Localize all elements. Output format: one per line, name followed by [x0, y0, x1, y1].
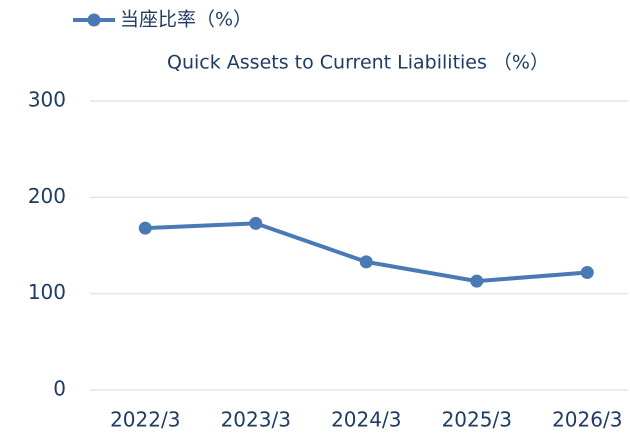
point: [470, 274, 484, 288]
series-line: [145, 221, 588, 284]
x-tick-label: 2023/3: [221, 408, 291, 432]
x-tick-label: 2024/3: [331, 408, 401, 432]
y-tick-label: 200: [28, 184, 66, 208]
x-tick-label: 2026/3: [552, 408, 622, 432]
point: [138, 221, 152, 235]
legend-marker: [87, 13, 101, 27]
point: [249, 216, 263, 230]
point: [580, 265, 594, 279]
chart-subtitle: Quick Assets to Current Liabilities （%）: [167, 52, 549, 74]
y-tick-label: 100: [28, 280, 66, 304]
point: [359, 255, 373, 269]
x-tick-label: 2022/3: [110, 408, 180, 432]
legend-label: 当座比率（%）: [120, 9, 252, 31]
y-tick-label: 300: [28, 88, 66, 112]
x-tick-label: 2025/3: [442, 408, 512, 432]
y-tick-label: 0: [53, 377, 66, 401]
